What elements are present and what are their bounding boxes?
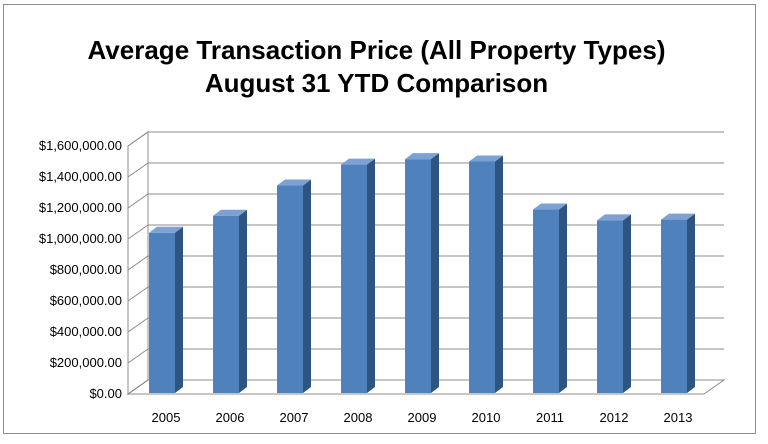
bar-side: [303, 179, 311, 393]
bar-front: [661, 219, 687, 393]
bar: [661, 213, 695, 393]
bar-front: [533, 209, 559, 393]
bar-top: [469, 155, 503, 162]
y-tick-label: $0.00: [89, 386, 122, 401]
bar-side: [559, 203, 567, 393]
gridline: [127, 131, 724, 147]
bar-front: [277, 185, 303, 393]
x-axis-tick-labels: 2005 2006 2007 2008 2009 2010 2011 2012 2013: [152, 410, 693, 425]
bar-side: [175, 226, 183, 393]
bar: [469, 155, 503, 393]
bar: [533, 203, 567, 393]
chart-title: Average Transaction Price (All Property …: [0, 34, 753, 100]
gridline: [127, 317, 724, 333]
x-tick-label: 2012: [600, 410, 629, 425]
bar-top: [597, 214, 631, 221]
gridline: [127, 255, 724, 271]
bar-side: [367, 158, 375, 393]
bar-top: [213, 209, 247, 216]
x-tick-label: 2010: [472, 410, 501, 425]
bar-top: [277, 179, 311, 186]
chart-title-line-2: August 31 YTD Comparison: [204, 68, 549, 98]
x-tick-label: 2011: [536, 410, 564, 425]
x-tick-label: 2007: [280, 410, 309, 425]
bar-top: [533, 203, 567, 210]
gridline: [127, 286, 724, 302]
x-tick-label: 2006: [216, 410, 245, 425]
bar: [213, 209, 247, 393]
bar-side: [687, 213, 695, 393]
bar-top: [341, 158, 375, 165]
y-tick-label: $1,200,000.00: [39, 200, 122, 215]
y-tick-label: $400,000.00: [50, 324, 122, 339]
bar-front: [341, 164, 367, 393]
x-tick-label: 2013: [664, 410, 693, 425]
gridline: [127, 379, 724, 395]
bar: [341, 158, 375, 393]
y-tick-label: $1,400,000.00: [39, 169, 122, 184]
bars: [149, 153, 695, 393]
bar-front: [469, 161, 495, 393]
bar-front: [405, 159, 431, 393]
bar: [405, 153, 439, 393]
bar-top: [405, 153, 439, 160]
y-axis-tick-labels: $0.00 $200,000.00 $400,000.00 $600,000.00 $8…: [39, 138, 122, 401]
gridline: [127, 348, 724, 364]
y-tick-label: $1,000,000.00: [39, 231, 122, 246]
bar-side: [431, 153, 439, 393]
x-tick-label: 2005: [152, 410, 181, 425]
gridlines: [127, 131, 724, 395]
bar: [277, 179, 311, 393]
chart-title-line-1: Average Transaction Price (All Property …: [87, 35, 666, 65]
bar-front: [597, 220, 623, 393]
bar-side: [623, 214, 631, 393]
y-tick-label: $600,000.00: [50, 293, 122, 308]
bar-top: [149, 226, 183, 233]
bar-side: [495, 155, 503, 393]
x-tick-label: 2008: [344, 410, 373, 425]
gridline: [127, 193, 724, 209]
bar-front: [149, 232, 175, 393]
bar-front: [213, 215, 239, 393]
y-tick-label: $1,600,000.00: [39, 138, 122, 153]
bar-top: [661, 213, 695, 220]
y-tick-label: $800,000.00: [50, 262, 122, 277]
bar-side: [239, 209, 247, 393]
gridline: [127, 162, 724, 178]
bar: [149, 226, 183, 393]
bar: [597, 214, 631, 393]
gridline: [127, 224, 724, 240]
y-tick-label: $200,000.00: [50, 355, 122, 370]
x-tick-label: 2009: [408, 410, 437, 425]
